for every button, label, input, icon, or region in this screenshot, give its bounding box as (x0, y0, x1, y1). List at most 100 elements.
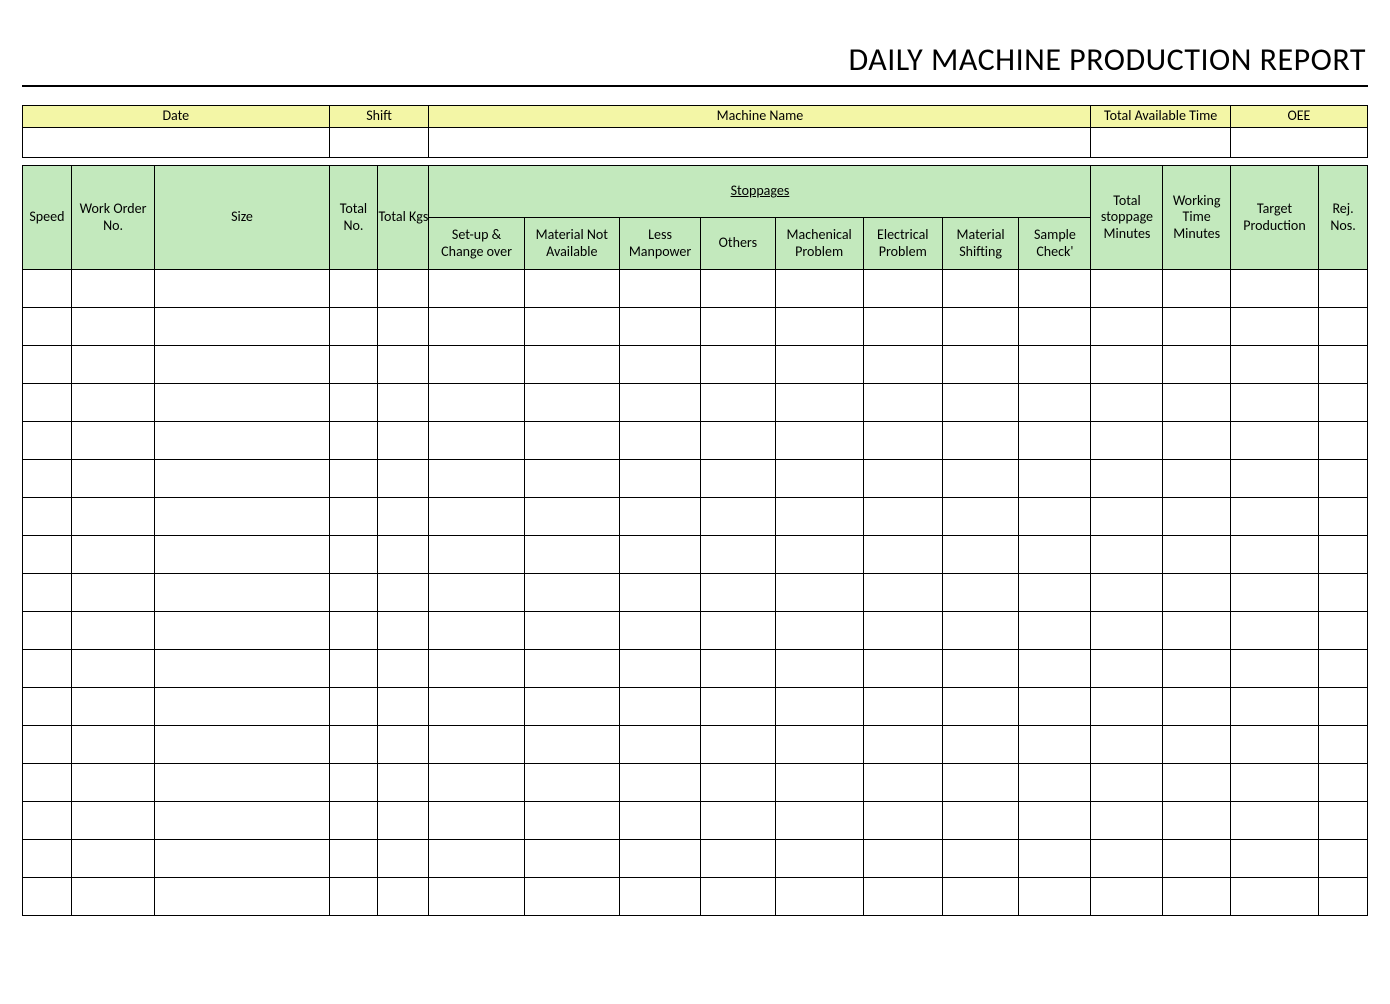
table-cell[interactable] (1230, 270, 1318, 308)
table-cell[interactable] (1091, 612, 1163, 650)
table-cell[interactable] (1163, 422, 1230, 460)
table-cell[interactable] (1091, 840, 1163, 878)
table-cell[interactable] (71, 308, 155, 346)
table-cell[interactable] (619, 688, 700, 726)
table-cell[interactable] (619, 498, 700, 536)
table-cell[interactable] (1091, 802, 1163, 840)
table-cell[interactable] (429, 650, 524, 688)
table-cell[interactable] (619, 726, 700, 764)
table-cell[interactable] (524, 688, 619, 726)
table-cell[interactable] (619, 384, 700, 422)
table-cell[interactable] (429, 764, 524, 802)
table-cell[interactable] (71, 840, 155, 878)
table-cell[interactable] (329, 460, 378, 498)
table-cell[interactable] (1230, 460, 1318, 498)
table-cell[interactable] (1019, 308, 1091, 346)
table-cell[interactable] (155, 840, 329, 878)
table-cell[interactable] (329, 574, 378, 612)
table-cell[interactable] (23, 612, 72, 650)
table-cell[interactable] (1319, 574, 1368, 612)
table-cell[interactable] (71, 270, 155, 308)
table-cell[interactable] (1319, 612, 1368, 650)
table-cell[interactable] (524, 384, 619, 422)
table-cell[interactable] (155, 574, 329, 612)
table-cell[interactable] (1319, 536, 1368, 574)
table-cell[interactable] (155, 422, 329, 460)
table-cell[interactable] (155, 764, 329, 802)
table-cell[interactable] (701, 270, 775, 308)
table-cell[interactable] (1230, 384, 1318, 422)
table-cell[interactable] (429, 612, 524, 650)
table-cell[interactable] (155, 270, 329, 308)
table-cell[interactable] (619, 308, 700, 346)
value-oee[interactable] (1230, 128, 1367, 158)
table-cell[interactable] (71, 574, 155, 612)
table-cell[interactable] (1163, 764, 1230, 802)
table-cell[interactable] (1319, 726, 1368, 764)
table-cell[interactable] (942, 764, 1019, 802)
table-cell[interactable] (329, 802, 378, 840)
table-cell[interactable] (429, 688, 524, 726)
table-cell[interactable] (701, 308, 775, 346)
table-cell[interactable] (701, 802, 775, 840)
table-cell[interactable] (701, 460, 775, 498)
table-cell[interactable] (1319, 384, 1368, 422)
table-cell[interactable] (701, 650, 775, 688)
table-cell[interactable] (378, 764, 429, 802)
table-cell[interactable] (429, 840, 524, 878)
table-cell[interactable] (619, 612, 700, 650)
table-cell[interactable] (155, 346, 329, 384)
table-cell[interactable] (155, 726, 329, 764)
table-cell[interactable] (1163, 726, 1230, 764)
table-cell[interactable] (863, 270, 942, 308)
table-cell[interactable] (775, 802, 863, 840)
table-cell[interactable] (378, 878, 429, 916)
table-cell[interactable] (1019, 270, 1091, 308)
table-cell[interactable] (1163, 498, 1230, 536)
table-cell[interactable] (701, 840, 775, 878)
table-cell[interactable] (1230, 650, 1318, 688)
table-cell[interactable] (863, 308, 942, 346)
table-cell[interactable] (619, 536, 700, 574)
table-cell[interactable] (775, 726, 863, 764)
table-cell[interactable] (329, 688, 378, 726)
table-cell[interactable] (1319, 878, 1368, 916)
table-cell[interactable] (1091, 498, 1163, 536)
table-cell[interactable] (378, 650, 429, 688)
table-cell[interactable] (619, 270, 700, 308)
table-cell[interactable] (429, 308, 524, 346)
table-cell[interactable] (1019, 384, 1091, 422)
table-cell[interactable] (378, 270, 429, 308)
table-cell[interactable] (1163, 802, 1230, 840)
table-cell[interactable] (155, 878, 329, 916)
table-cell[interactable] (775, 840, 863, 878)
table-cell[interactable] (1019, 764, 1091, 802)
table-cell[interactable] (775, 498, 863, 536)
table-cell[interactable] (1091, 384, 1163, 422)
table-cell[interactable] (329, 270, 378, 308)
table-cell[interactable] (429, 878, 524, 916)
table-cell[interactable] (23, 270, 72, 308)
table-cell[interactable] (329, 384, 378, 422)
table-cell[interactable] (775, 422, 863, 460)
table-cell[interactable] (1163, 574, 1230, 612)
table-cell[interactable] (1230, 308, 1318, 346)
table-cell[interactable] (378, 612, 429, 650)
table-cell[interactable] (429, 384, 524, 422)
table-cell[interactable] (1163, 650, 1230, 688)
table-cell[interactable] (23, 840, 72, 878)
table-cell[interactable] (775, 612, 863, 650)
table-cell[interactable] (619, 840, 700, 878)
table-cell[interactable] (701, 688, 775, 726)
table-cell[interactable] (329, 878, 378, 916)
table-cell[interactable] (524, 840, 619, 878)
table-cell[interactable] (429, 270, 524, 308)
table-cell[interactable] (775, 536, 863, 574)
table-cell[interactable] (1163, 612, 1230, 650)
table-cell[interactable] (775, 308, 863, 346)
table-cell[interactable] (701, 422, 775, 460)
table-cell[interactable] (1019, 840, 1091, 878)
table-cell[interactable] (429, 498, 524, 536)
table-cell[interactable] (429, 574, 524, 612)
table-cell[interactable] (1163, 688, 1230, 726)
